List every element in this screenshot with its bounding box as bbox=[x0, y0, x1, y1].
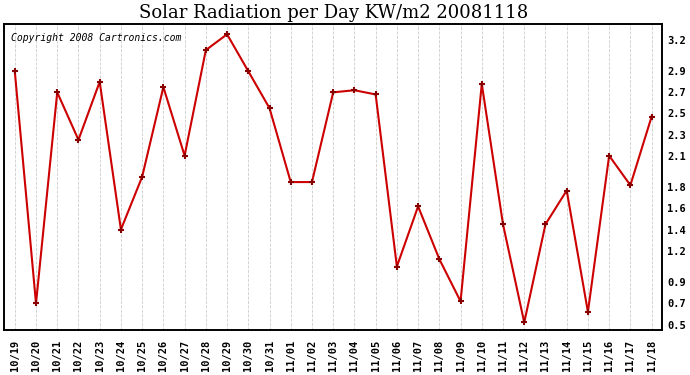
Text: Copyright 2008 Cartronics.com: Copyright 2008 Cartronics.com bbox=[11, 33, 181, 43]
Title: Solar Radiation per Day KW/m2 20081118: Solar Radiation per Day KW/m2 20081118 bbox=[139, 4, 528, 22]
